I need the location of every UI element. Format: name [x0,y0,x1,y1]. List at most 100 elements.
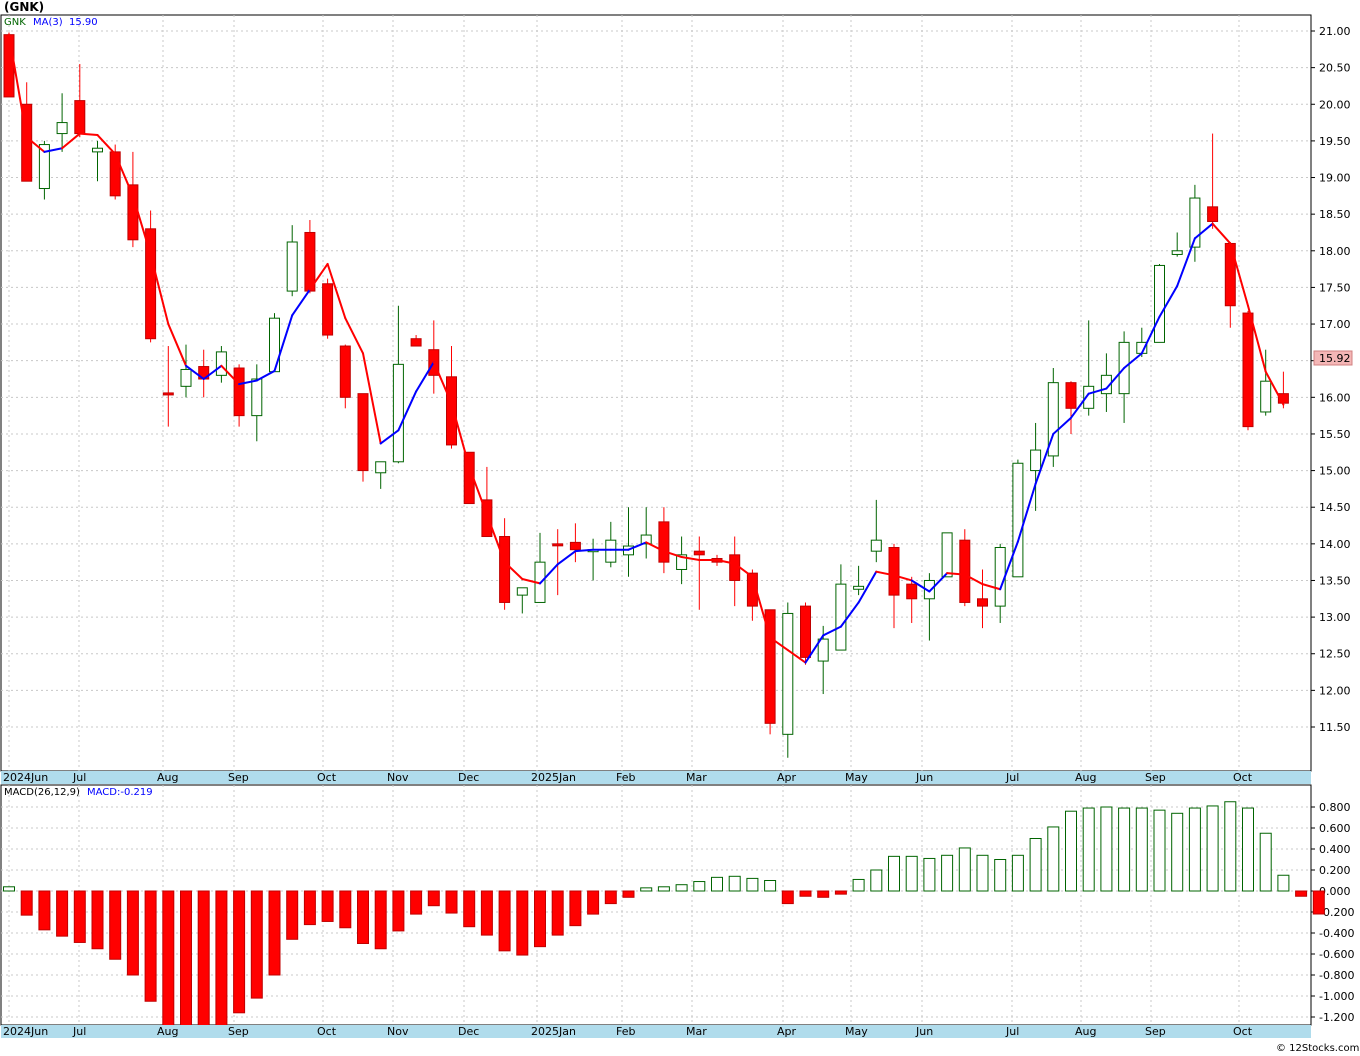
candle-body [109,151,121,197]
macd-bar [1047,826,1060,892]
candle [1154,263,1165,343]
ma3-segment [185,364,205,380]
price-tick-label: 12.00 [1319,684,1351,697]
macd-bar [941,854,954,892]
macd-bar [1171,812,1184,892]
candle-body [392,363,404,463]
last-price-tag: 15.92 [1313,350,1353,366]
ma3-segment [397,390,418,432]
candle [906,576,918,623]
month-label: Aug [157,1025,178,1038]
candle-body [357,393,369,472]
macd-bar [321,890,334,922]
candle-body [994,547,1006,607]
candle-body [286,241,298,292]
macd-bar [587,890,600,915]
ma3-segment [893,574,913,582]
candle-body [870,539,882,552]
ma3-segment [432,361,453,405]
ma3-segment [131,194,152,256]
price-panel-border [0,14,1312,772]
price-tick-label: 14.00 [1319,538,1351,551]
ma3-segment [1070,392,1090,419]
macd-bar [215,890,228,1026]
ma3-segment [910,579,931,593]
ma3-segment [839,601,860,628]
candle-body [251,378,263,417]
price-tick-label: 20.50 [1319,62,1351,75]
legend-ma-value: 15.90 [69,17,98,28]
macd-bar [551,890,564,936]
macd-bar [976,854,989,892]
macd-tick-label: 0.000 [1319,885,1351,898]
ma3-segment [1176,237,1196,287]
ma3-segment [981,583,1002,591]
macd-tick-label: 0.400 [1319,843,1351,856]
macd-bar [1188,807,1201,892]
macd-tick-label: -0.200 [1319,906,1354,919]
ma3-segment [167,323,187,367]
candle [499,518,511,610]
ma3-segment [1211,222,1232,245]
candle [251,364,263,442]
macd-bar [657,886,670,892]
month-label: 2025Jan [531,771,576,784]
macd-bar [905,855,918,892]
macd-tick-label: -0.400 [1319,927,1354,940]
candle [977,569,988,629]
macd-legend: MACD(26,12,9) MACD:-0.219 [4,787,153,798]
macd-bar [463,890,476,928]
ma3-segment [61,132,81,150]
month-label: Aug [1075,1025,1096,1038]
candle [339,344,351,409]
ma3-segment [1158,284,1179,318]
ma3-segment [220,364,241,386]
ma3-segment [857,570,878,604]
ma3-segment [539,563,559,585]
macd-month-axis-bar [1,1025,1311,1038]
macd-tick-label: -1.200 [1319,1011,1354,1024]
macd-tick-label: -0.800 [1319,969,1354,982]
month-label: Nov [387,771,409,784]
month-label: Jul [1005,771,1019,784]
price-tick-label: 19.00 [1319,172,1351,185]
macd-bar [711,876,723,892]
candle [1100,353,1112,412]
candle-body [552,543,564,547]
macd-bar [498,890,511,952]
month-label: Dec [458,1025,479,1038]
candle-body [145,228,157,340]
ma3-segment [804,634,825,664]
candle-body [56,122,68,135]
ma3-segment [308,262,329,291]
ma3-segment [43,147,64,153]
month-label: Oct [317,771,337,784]
macd-bar [268,890,281,976]
ma3-segment [733,562,754,578]
candle-body [746,572,758,607]
macd-tick-label: -1.000 [1319,990,1354,1003]
candle [1012,459,1024,578]
price-tick-label: 16.00 [1319,391,1351,404]
macd-bar [233,890,246,1014]
macd-bar [339,890,352,929]
ma3-segment [1087,387,1108,395]
price-panel: 11.50 12.00 12.50 13.00 13.50 14.00 14.50 15.00… [0,14,1353,772]
candle-body [977,598,988,607]
macd-bar [1011,854,1024,892]
macd-bar [250,890,263,999]
ma3-segment [78,132,99,137]
macd-bar [1153,809,1166,892]
macd-tick-label: 0.800 [1319,801,1351,814]
month-label: Sep [1145,1025,1166,1038]
legend-symbol: GNK [4,17,26,28]
month-label: Nov [387,1025,409,1038]
candle [923,573,935,641]
price-tick-label: 19.50 [1319,135,1351,148]
candle [552,529,564,596]
candle [569,523,581,563]
candle-body [375,461,387,474]
month-label: Oct [317,1025,337,1038]
ma3-segment [326,262,347,320]
